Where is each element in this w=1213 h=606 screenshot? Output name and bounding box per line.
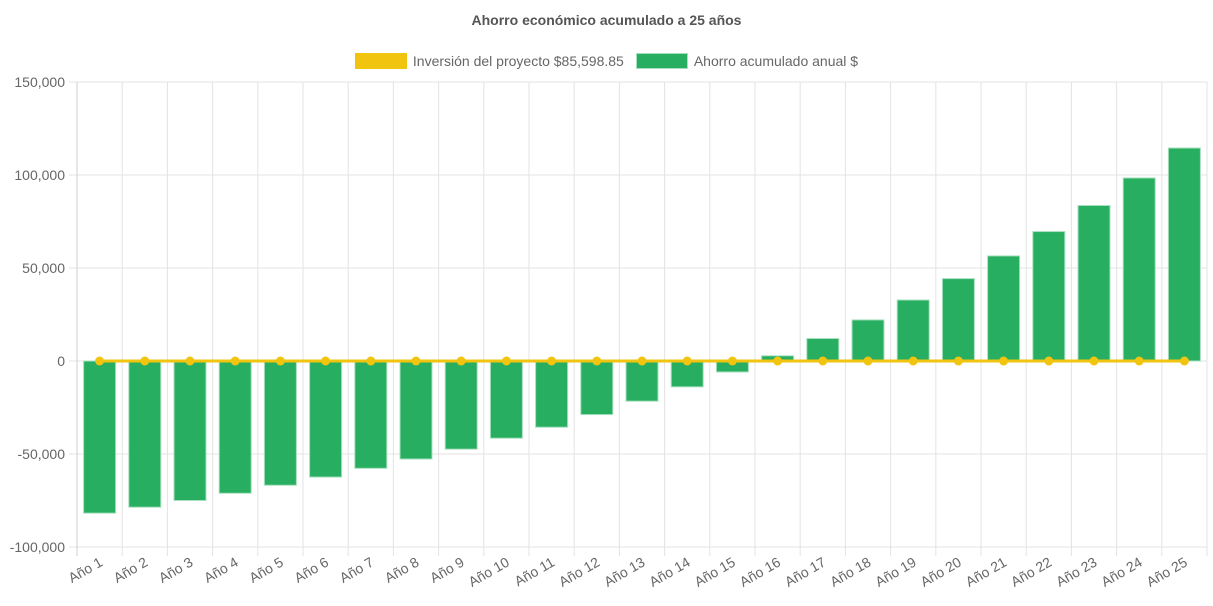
x-tick-label: Año 24 bbox=[1098, 554, 1145, 590]
line-point bbox=[321, 356, 331, 366]
bar bbox=[444, 360, 478, 450]
y-tick-label: 0 bbox=[57, 353, 65, 369]
line-point bbox=[592, 356, 602, 366]
bar bbox=[218, 360, 252, 494]
line-point bbox=[1044, 356, 1054, 366]
bar bbox=[263, 360, 297, 486]
legend-swatch-inversion bbox=[354, 53, 407, 69]
x-tick-label: Año 16 bbox=[737, 554, 784, 590]
x-tick-label: Año 12 bbox=[556, 554, 603, 590]
bar bbox=[1167, 147, 1201, 362]
bar bbox=[1122, 177, 1156, 362]
x-tick-label: Año 15 bbox=[691, 554, 738, 590]
legend-item-ahorro[interactable]: Ahorro acumulado anual $ bbox=[635, 53, 859, 69]
line-point bbox=[863, 356, 873, 366]
bar bbox=[851, 319, 885, 362]
x-tick-label: Año 3 bbox=[156, 554, 196, 586]
bar bbox=[987, 255, 1021, 362]
x-axis: Año 1 Año 2 Año 3 Año 4 Año 5 Año 6 Año 7 Año 8… bbox=[65, 554, 1190, 590]
legend: Inversión del proyecto $85,598.85 Ahorro… bbox=[0, 53, 1213, 69]
x-tick-label: Año 22 bbox=[1008, 554, 1055, 590]
line-point bbox=[185, 356, 195, 366]
line-point bbox=[682, 356, 692, 366]
bar bbox=[580, 360, 614, 416]
line-point bbox=[1134, 356, 1144, 366]
line-point bbox=[727, 356, 737, 366]
x-tick-label: Año 10 bbox=[465, 554, 512, 590]
bar bbox=[309, 360, 343, 478]
line-point bbox=[1179, 356, 1189, 366]
line-point bbox=[456, 356, 466, 366]
line-point bbox=[547, 356, 557, 366]
y-tick-label: -100,000 bbox=[10, 539, 65, 555]
x-tick-label: Año 13 bbox=[601, 554, 648, 590]
x-tick-label: Año 4 bbox=[201, 554, 241, 586]
x-tick-label: Año 6 bbox=[291, 554, 331, 586]
line-point bbox=[230, 356, 240, 366]
x-tick-label: Año 25 bbox=[1143, 554, 1190, 590]
x-tick-label: Año 8 bbox=[382, 554, 422, 586]
line-point bbox=[818, 356, 828, 366]
chart-title: Ahorro económico acumulado a 25 años bbox=[471, 12, 742, 28]
x-tick-label: Año 9 bbox=[427, 554, 467, 586]
line-series bbox=[95, 356, 1189, 366]
x-tick-label: Año 23 bbox=[1053, 554, 1100, 590]
line-point bbox=[275, 356, 285, 366]
x-tick-label: Año 19 bbox=[872, 554, 919, 590]
bar bbox=[173, 360, 207, 501]
legend-label-ahorro: Ahorro acumulado anual $ bbox=[693, 53, 859, 69]
x-tick-label: Año 20 bbox=[917, 554, 964, 590]
bar bbox=[941, 278, 975, 362]
x-tick-label: Año 7 bbox=[337, 554, 377, 586]
line-point bbox=[1089, 356, 1099, 366]
bar bbox=[535, 360, 569, 428]
bar-series bbox=[83, 147, 1201, 514]
legend-swatch-ahorro bbox=[635, 53, 688, 69]
bar bbox=[1032, 231, 1066, 362]
line-point bbox=[999, 356, 1009, 366]
y-tick-label: -50,000 bbox=[18, 446, 66, 462]
line-point bbox=[366, 356, 376, 366]
line-point bbox=[140, 356, 150, 366]
x-tick-label: Año 5 bbox=[246, 554, 286, 586]
y-tick-label: 100,000 bbox=[14, 167, 65, 183]
bar bbox=[896, 299, 930, 362]
y-axis: 150,000 100,000 50,000 0 -50,000 -100,000 bbox=[10, 74, 65, 555]
x-tick-label: Año 2 bbox=[111, 554, 151, 586]
line-point bbox=[773, 356, 783, 366]
x-tick-label: Año 18 bbox=[827, 554, 874, 590]
bar bbox=[354, 360, 388, 469]
bar bbox=[625, 360, 659, 402]
legend-item-inversion[interactable]: Inversión del proyecto $85,598.85 bbox=[354, 53, 624, 69]
bar bbox=[399, 360, 433, 460]
line-point bbox=[95, 356, 105, 366]
x-tick-label: Año 17 bbox=[782, 554, 829, 590]
line-point bbox=[501, 356, 511, 366]
legend-label-inversion: Inversión del proyecto $85,598.85 bbox=[412, 53, 624, 69]
x-tick-label: Año 11 bbox=[512, 554, 558, 590]
line-point bbox=[953, 356, 963, 366]
y-tick-label: 150,000 bbox=[14, 74, 65, 90]
x-tick-label: Año 14 bbox=[646, 554, 693, 590]
bar bbox=[128, 360, 162, 508]
bar bbox=[1077, 205, 1111, 362]
y-tick-label: 50,000 bbox=[22, 260, 65, 276]
x-tick-label: Año 21 bbox=[963, 554, 1010, 590]
bar bbox=[83, 360, 117, 514]
line-point bbox=[637, 356, 647, 366]
line-point bbox=[908, 356, 918, 366]
x-tick-label: Año 1 bbox=[65, 554, 105, 586]
line-point bbox=[411, 356, 421, 366]
bar bbox=[489, 360, 523, 439]
